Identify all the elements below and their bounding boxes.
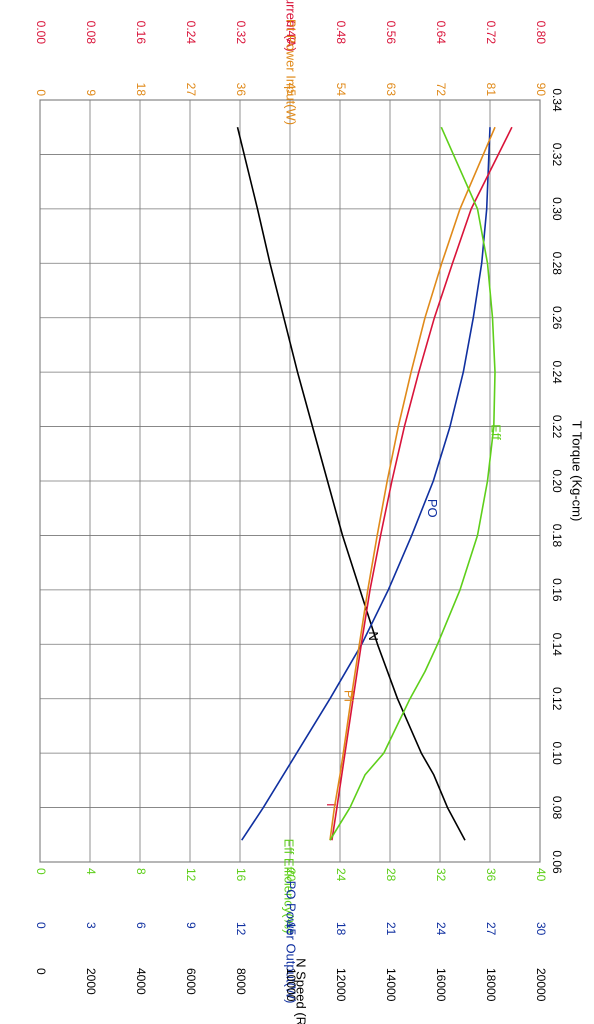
power_output-tick-label: 3 [84, 922, 98, 929]
power_input-tick-label: 27 [184, 83, 198, 97]
series-line-pi [329, 126, 496, 841]
torque-tick-label: 0.22 [550, 415, 564, 439]
series-line-eff [329, 126, 496, 841]
current-tick-label: 0.16 [134, 21, 148, 45]
speed-tick-label: 16000 [434, 968, 448, 1002]
torque-tick-label: 0.24 [550, 360, 564, 384]
current-tick-label: 0.32 [234, 21, 248, 45]
speed-tick-label: 0 [34, 968, 48, 975]
torque-tick-label: 0.26 [550, 306, 564, 330]
power_output-tick-label: 27 [484, 922, 498, 936]
series-line-n [236, 127, 466, 841]
power_output-tick-label: 18 [334, 922, 348, 936]
power_output-axis-label: PO Power Output(W) [284, 881, 299, 1004]
current-axis-label: I Current (A) [284, 0, 299, 52]
current-tick-label: 0.64 [434, 21, 448, 45]
current-tick-label: 0.24 [184, 21, 198, 45]
speed-tick-label: 6000 [184, 968, 198, 995]
power_output-tick-label: 12 [234, 922, 248, 936]
torque-tick-label: 0.20 [550, 469, 564, 493]
power_input-tick-label: 36 [234, 83, 248, 97]
speed-tick-label: 18000 [484, 968, 498, 1002]
series-line-po [241, 127, 491, 841]
efficiency-tick-label: 32 [434, 868, 448, 882]
series-layer: N PO I PI Eff [236, 126, 513, 841]
torque-tick-label: 0.30 [550, 197, 564, 221]
power_input-tick-label: 90 [534, 83, 548, 97]
series-line-i [331, 126, 513, 841]
current-tick-label: 0.08 [84, 21, 98, 45]
series-label-po: PO [425, 499, 440, 518]
power_output-tick-label: 9 [184, 922, 198, 929]
speed-tick-label: 2000 [84, 968, 98, 995]
efficiency-tick-label: 8 [134, 868, 148, 875]
torque-tick-label: 0.32 [550, 143, 564, 167]
torque-tick-label: 0.10 [550, 741, 564, 765]
torque-tick-label: 0.12 [550, 687, 564, 711]
power_input-tick-label: 54 [334, 83, 348, 97]
grid [39, 99, 541, 863]
torque-tick-label: 0.06 [550, 850, 564, 874]
torque-tick-label: 0.08 [550, 796, 564, 820]
speed-tick-label: 20000 [534, 968, 548, 1002]
power_output-tick-label: 21 [384, 922, 398, 936]
torque-tick-label: 0.16 [550, 578, 564, 602]
efficiency-tick-label: 0 [34, 868, 48, 875]
power_input-axis-label: PI Power Input(W) [284, 19, 299, 125]
speed-axis-label: N Speed (RPM) [294, 958, 309, 1024]
power_output-tick-label: 6 [134, 922, 148, 929]
series-label-pi: PI [341, 690, 356, 702]
speed-tick-label: 10000 [284, 968, 298, 1002]
current-tick-label: 0.40 [284, 21, 298, 45]
efficiency-tick-label: 36 [484, 868, 498, 882]
speed-tick-label: 12000 [334, 968, 348, 1002]
power_output-tick-label: 30 [534, 922, 548, 936]
efficiency-tick-label: 12 [184, 868, 198, 882]
power_input-tick-label: 18 [134, 83, 148, 97]
torque-tick-label: 0.14 [550, 633, 564, 657]
speed-tick-label: 14000 [384, 968, 398, 1002]
current-tick-label: 0.00 [34, 21, 48, 45]
torque-tick-label: 0.34 [550, 88, 564, 112]
power_input-tick-label: 72 [434, 83, 448, 97]
series-label-eff: Eff [489, 424, 504, 440]
power_output-tick-label: 15 [284, 922, 298, 936]
series-label-i: I [324, 803, 339, 807]
current-tick-label: 0.72 [484, 21, 498, 45]
power_input-tick-label: 0 [34, 89, 48, 96]
efficiency-tick-label: 24 [334, 868, 348, 882]
speed-tick-label: 4000 [134, 968, 148, 995]
efficiency-tick-label: 40 [534, 868, 548, 882]
current-tick-label: 0.56 [384, 21, 398, 45]
speed-tick-label: 8000 [234, 968, 248, 995]
efficiency-axis-label: Eff Efficiency(%) [282, 839, 297, 934]
axes-layer: 0.06 0.08 0.10 0.12 0.14 0.16 0.18 0.20 0.22 0.24… [34, 0, 585, 1024]
current-tick-label: 0.48 [334, 21, 348, 45]
torque-axis-label: T Torque (Kg-cm) [570, 421, 585, 522]
series-label-n: N [366, 631, 381, 640]
torque-tick-label: 0.18 [550, 524, 564, 548]
power_input-tick-label: 63 [384, 83, 398, 97]
power_input-tick-label: 45 [284, 83, 298, 97]
current-tick-label: 0.80 [534, 21, 548, 45]
torque-tick-label: 0.28 [550, 252, 564, 276]
efficiency-tick-label: 4 [84, 868, 98, 875]
power_input-tick-label: 9 [84, 89, 98, 96]
efficiency-tick-label: 28 [384, 868, 398, 882]
power_input-tick-label: 81 [484, 83, 498, 97]
power_output-tick-label: 0 [34, 922, 48, 929]
efficiency-tick-label: 16 [234, 868, 248, 882]
efficiency-tick-label: 20 [284, 868, 298, 882]
power_output-tick-label: 24 [434, 922, 448, 936]
